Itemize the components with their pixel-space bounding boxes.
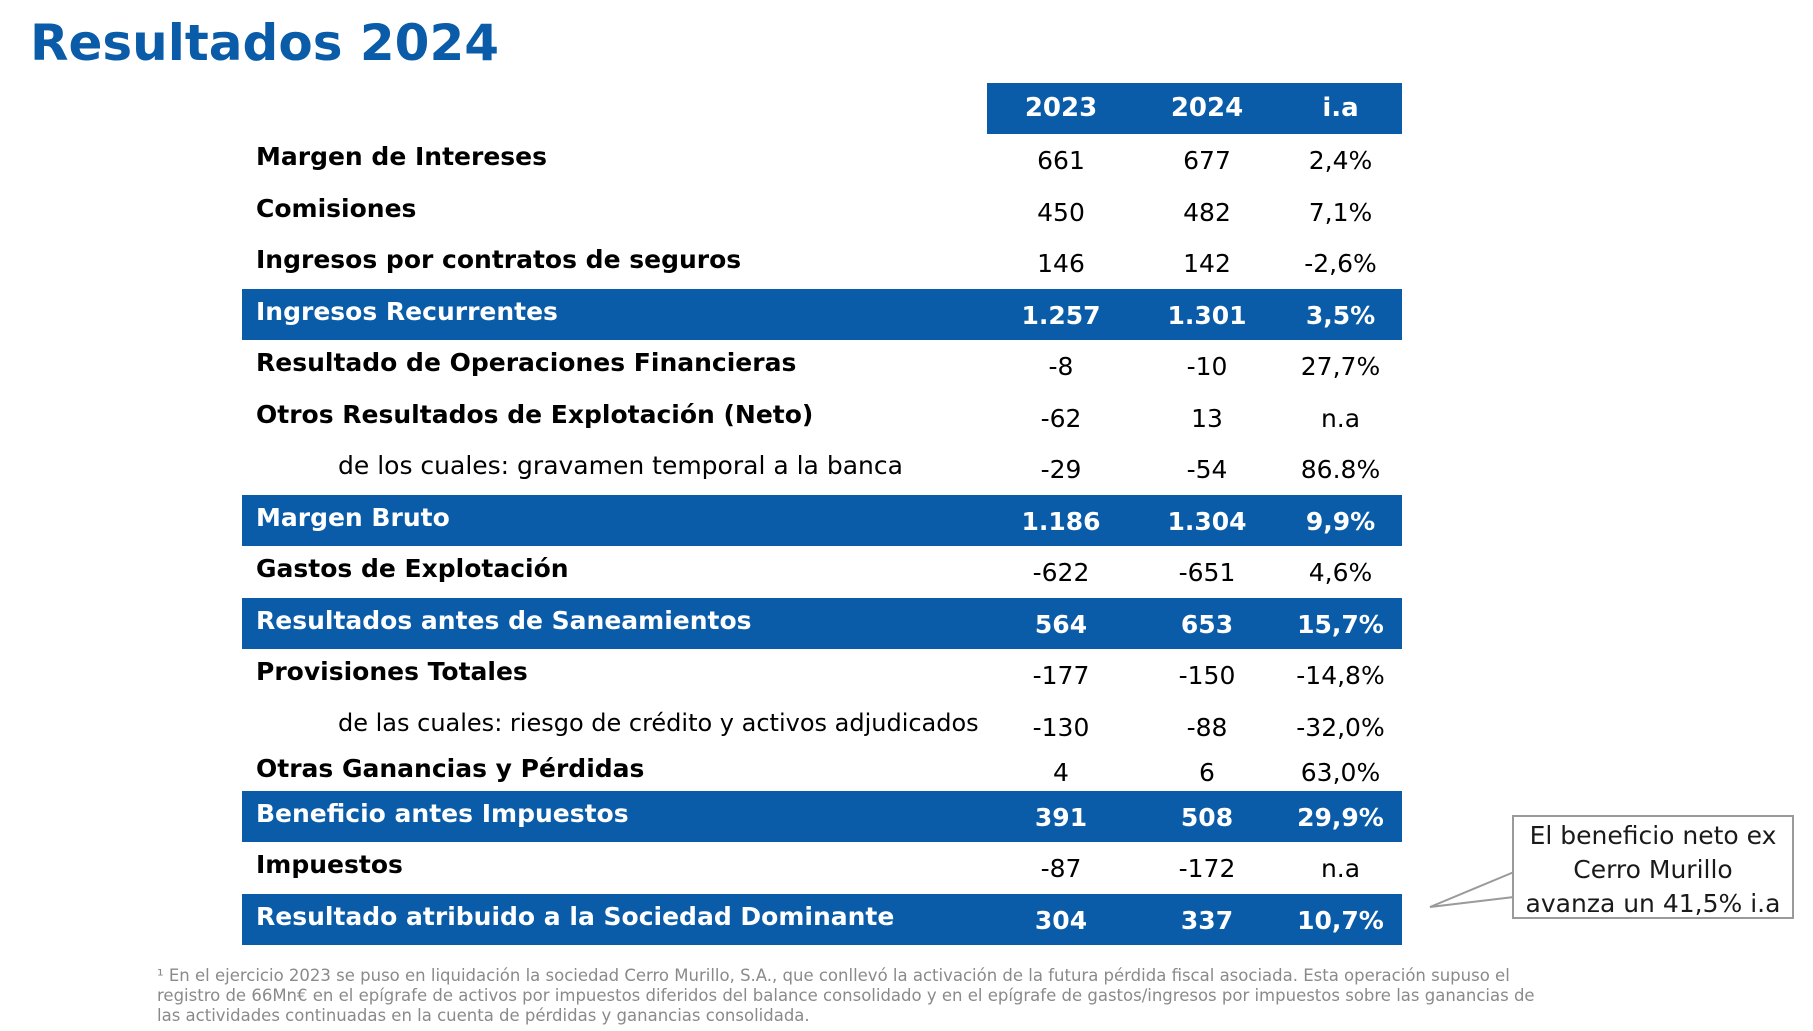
value-ia: 86.8% bbox=[1300, 455, 1381, 484]
page-title: Resultados 2024 bbox=[30, 14, 500, 72]
row-label: de los cuales: gravamen temporal a la ba… bbox=[338, 451, 903, 480]
table-row: Provisiones Totales -177 -150 -14,8% bbox=[242, 649, 1402, 701]
header-background bbox=[987, 83, 1402, 134]
table-row-highlight: Beneficio antes Impuestos 391 508 29,9% bbox=[242, 790, 1402, 842]
value-2024: -88 bbox=[1186, 712, 1228, 742]
value-2024: -172 bbox=[1178, 854, 1236, 883]
value-2024: 1.304 bbox=[1167, 506, 1247, 536]
value-ia: 7,1% bbox=[1308, 197, 1373, 227]
table-row: Comisiones 450 482 7,1% bbox=[242, 186, 1402, 238]
value-ia: 2,4% bbox=[1308, 146, 1373, 175]
value-ia: 4,6% bbox=[1308, 558, 1373, 587]
value-2024: -10 bbox=[1186, 352, 1228, 381]
table-row: de las cuales: riesgo de crédito y activ… bbox=[242, 701, 1402, 746]
callout-box: El beneficio neto ex Cerro Murillo avanz… bbox=[1512, 815, 1794, 919]
callout-line-1: El beneficio neto ex bbox=[1529, 821, 1777, 850]
row-label: Impuestos bbox=[256, 850, 403, 879]
value-2024: -150 bbox=[1178, 661, 1236, 690]
value-2024: 6 bbox=[1199, 757, 1215, 787]
value-ia: -32,0% bbox=[1296, 712, 1385, 742]
value-2024: 142 bbox=[1183, 249, 1231, 278]
row-label: Resultado de Operaciones Financieras bbox=[256, 348, 797, 377]
value-2024: -54 bbox=[1186, 455, 1228, 484]
value-2023: 391 bbox=[1034, 802, 1088, 832]
value-ia: 63,0% bbox=[1300, 757, 1381, 787]
value-ia: 27,7% bbox=[1300, 352, 1381, 381]
row-label: Ingresos por contratos de seguros bbox=[256, 245, 742, 274]
value-2023: -130 bbox=[1032, 712, 1090, 742]
value-2023: 661 bbox=[1037, 146, 1085, 175]
row-label: Beneficio antes Impuestos bbox=[256, 798, 629, 828]
table-row-highlight: Resultado atribuido a la Sociedad Domina… bbox=[242, 893, 1402, 945]
row-label: Otros Resultados de Explotación (Neto) bbox=[256, 399, 814, 429]
row-label: Gastos de Explotación bbox=[256, 554, 569, 583]
row-label: Ingresos Recurrentes bbox=[256, 296, 558, 326]
table-row-highlight: Margen Bruto 1.186 1.304 9,9% bbox=[242, 494, 1402, 546]
value-2024: -651 bbox=[1178, 558, 1236, 587]
value-2023: -8 bbox=[1048, 352, 1074, 381]
value-ia: 10,7% bbox=[1297, 905, 1384, 935]
footnote: ¹ En el ejercicio 2023 se puso en liquid… bbox=[157, 966, 1535, 1025]
row-label: Margen Bruto bbox=[256, 502, 450, 532]
table-row: Ingresos por contratos de seguros 146 142 -… bbox=[242, 237, 1402, 289]
header-ia: i.a bbox=[1322, 93, 1359, 123]
value-2024: 1.301 bbox=[1167, 300, 1247, 330]
row-label: Provisiones Totales bbox=[256, 657, 528, 686]
value-2023: 1.257 bbox=[1021, 300, 1101, 330]
table-row-highlight: Ingresos Recurrentes 1.257 1.301 3,5% bbox=[242, 288, 1402, 340]
row-label: Otras Ganancias y Pérdidas bbox=[256, 753, 645, 783]
value-ia: n.a bbox=[1320, 403, 1361, 433]
row-label: Resultados antes de Saneamientos bbox=[256, 605, 752, 635]
row-label: de las cuales: riesgo de crédito y activ… bbox=[338, 708, 979, 737]
value-2023: -29 bbox=[1040, 455, 1082, 484]
callout-line-2: Cerro Murillo bbox=[1573, 855, 1733, 884]
table-header: 2023 2024 i.a bbox=[242, 83, 1402, 134]
value-ia: n.a bbox=[1320, 854, 1361, 883]
table-row: Margen de Intereses 661 677 2,4% bbox=[242, 134, 1402, 186]
value-2024: 337 bbox=[1180, 905, 1234, 935]
table-row-highlight: Resultados antes de Saneamientos 564 653 15… bbox=[242, 597, 1402, 649]
value-ia: 15,7% bbox=[1297, 609, 1384, 639]
value-ia: 29,9% bbox=[1297, 802, 1384, 832]
row-label: Margen de Intereses bbox=[256, 142, 547, 171]
value-2023: 1.186 bbox=[1021, 506, 1101, 536]
value-2023: -87 bbox=[1040, 854, 1082, 883]
table-row: Resultado de Operaciones Financieras -8 -1… bbox=[242, 340, 1402, 392]
value-2023: 304 bbox=[1034, 905, 1088, 935]
value-2023: -177 bbox=[1032, 661, 1090, 690]
callout-line-3: avanza un 41,5% i.a bbox=[1525, 889, 1781, 918]
row-label: Resultado atribuido a la Sociedad Domina… bbox=[256, 901, 895, 931]
table-body: Margen de Intereses 661 677 2,4% Comisiones 4… bbox=[242, 134, 1402, 945]
value-2024: 508 bbox=[1180, 802, 1234, 832]
value-ia: 9,9% bbox=[1305, 506, 1376, 536]
table-row: Gastos de Explotación -622 -651 4,6% bbox=[242, 546, 1402, 598]
value-2024: 677 bbox=[1183, 146, 1231, 175]
value-2023: -62 bbox=[1040, 403, 1082, 433]
value-2023: 450 bbox=[1037, 197, 1085, 227]
row-label: Comisiones bbox=[256, 193, 417, 223]
callout-pointer bbox=[1429, 871, 1515, 908]
table-row: de los cuales: gravamen temporal a la ba… bbox=[242, 443, 1402, 495]
value-2024: 13 bbox=[1191, 403, 1223, 433]
value-ia: -14,8% bbox=[1296, 661, 1385, 690]
header-2024: 2024 bbox=[1170, 93, 1244, 123]
value-2024: 653 bbox=[1180, 609, 1234, 639]
value-ia: 3,5% bbox=[1305, 300, 1376, 330]
header-2023: 2023 bbox=[1024, 93, 1098, 123]
value-2023: -622 bbox=[1032, 558, 1090, 587]
value-2023: 564 bbox=[1034, 609, 1088, 639]
value-ia: -2,6% bbox=[1304, 249, 1377, 278]
table-row: Impuestos -87 -172 n.a bbox=[242, 842, 1402, 894]
results-table: 2023 2024 i.a Margen de Intereses 661 677 2… bbox=[242, 83, 1402, 945]
table-row: Otros Resultados de Explotación (Neto) -6… bbox=[242, 392, 1402, 444]
table-row: Otras Ganancias y Pérdidas 4 6 63,0% bbox=[242, 746, 1402, 791]
value-2024: 482 bbox=[1183, 197, 1231, 227]
value-2023: 146 bbox=[1037, 249, 1085, 278]
value-2023: 4 bbox=[1053, 757, 1069, 787]
